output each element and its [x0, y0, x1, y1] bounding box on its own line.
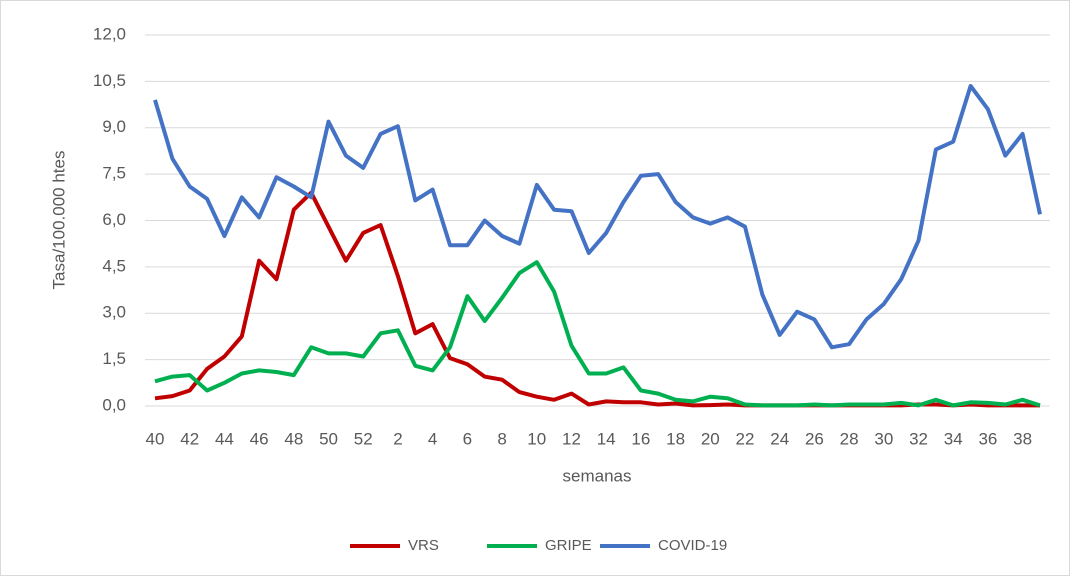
y-tick-label: 7,5 — [102, 164, 126, 183]
legend-label: GRIPE — [545, 537, 592, 554]
x-tick-label: 18 — [666, 429, 685, 448]
x-tick-label: 34 — [944, 429, 963, 448]
x-axis-title: semanas — [563, 466, 632, 485]
x-tick-label: 42 — [180, 429, 199, 448]
legend-label: VRS — [408, 537, 439, 554]
x-tick-label: 24 — [770, 429, 789, 448]
x-tick-label: 2 — [393, 429, 402, 448]
y-tick-label: 4,5 — [102, 256, 126, 275]
y-tick-label: 12,0 — [93, 24, 126, 43]
x-tick-label: 32 — [909, 429, 928, 448]
x-tick-label: 44 — [215, 429, 234, 448]
y-tick-label: 9,0 — [102, 117, 126, 136]
x-tick-label: 46 — [250, 429, 269, 448]
x-tick-label: 28 — [840, 429, 859, 448]
x-tick-label: 12 — [562, 429, 581, 448]
x-tick-label: 50 — [319, 429, 338, 448]
y-tick-label: 1,5 — [102, 349, 126, 368]
x-tick-label: 8 — [497, 429, 506, 448]
x-tick-label: 36 — [978, 429, 997, 448]
x-tick-label: 40 — [146, 429, 165, 448]
series-line — [154, 260, 1041, 408]
x-tick-label: 30 — [874, 429, 893, 448]
x-tick-label: 4 — [428, 429, 437, 448]
y-axis-title: Tasa/100.000 htes — [49, 151, 68, 290]
y-tick-label: 3,0 — [102, 303, 126, 322]
x-tick-label: 22 — [736, 429, 755, 448]
y-tick-label: 0,0 — [102, 395, 126, 414]
legend-label: COVID-19 — [658, 537, 727, 554]
x-tick-label: 14 — [597, 429, 616, 448]
y-tick-label: 10,5 — [93, 71, 126, 90]
x-tick-label: 52 — [354, 429, 373, 448]
series-line — [153, 84, 1042, 350]
y-tick-label: 6,0 — [102, 210, 126, 229]
x-tick-label: 26 — [805, 429, 824, 448]
x-tick-label: 16 — [631, 429, 650, 448]
x-tick-label: 6 — [463, 429, 472, 448]
x-tick-label: 38 — [1013, 429, 1032, 448]
x-tick-label: 48 — [284, 429, 303, 448]
x-tick-label: 20 — [701, 429, 720, 448]
x-tick-label: 10 — [527, 429, 546, 448]
